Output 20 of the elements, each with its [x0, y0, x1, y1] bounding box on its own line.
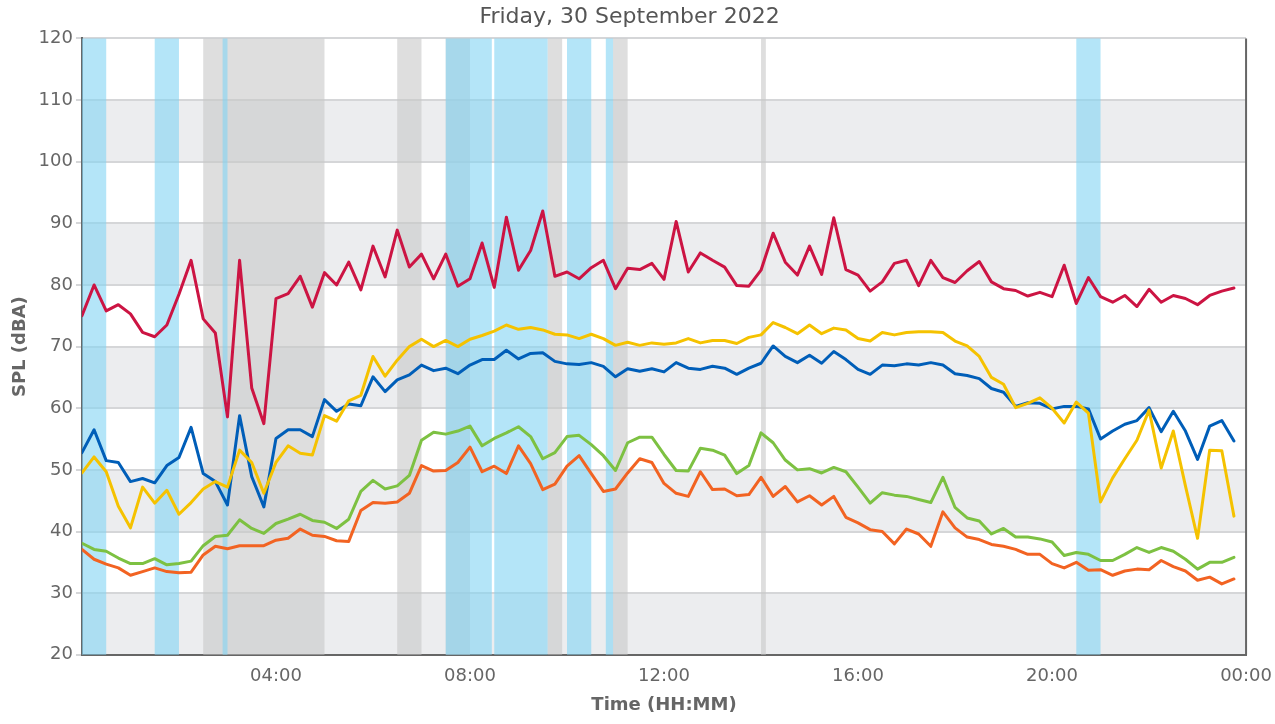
y-tick-label: 70 [50, 334, 73, 356]
x-tick-label: 04:00 [250, 664, 302, 686]
y-tick-label: 50 [50, 457, 73, 479]
chart-title: Friday, 30 September 2022 [479, 2, 780, 28]
y-tick-label: 20 [50, 642, 73, 664]
x-axis-title: Time (HH:MM) [591, 692, 737, 714]
y-tick-label: 60 [50, 395, 73, 417]
x-tick-label: 16:00 [832, 664, 884, 686]
y-tick-label: 40 [50, 519, 73, 541]
x-tick-label: 00:00 [1220, 664, 1272, 686]
y-tick-label: 100 [38, 149, 73, 171]
y-tick-label: 80 [50, 272, 73, 294]
x-tick-label: 08:00 [444, 664, 496, 686]
x-tick-label: 20:00 [1026, 664, 1078, 686]
y-axis-title: SPL (dBA) [8, 296, 30, 398]
y-tick-label: 30 [50, 580, 73, 602]
y-tick-label: 120 [38, 26, 73, 48]
y-tick-label: 110 [38, 87, 73, 109]
y-tick-label: 90 [50, 210, 73, 232]
x-tick-label: 12:00 [638, 664, 690, 686]
